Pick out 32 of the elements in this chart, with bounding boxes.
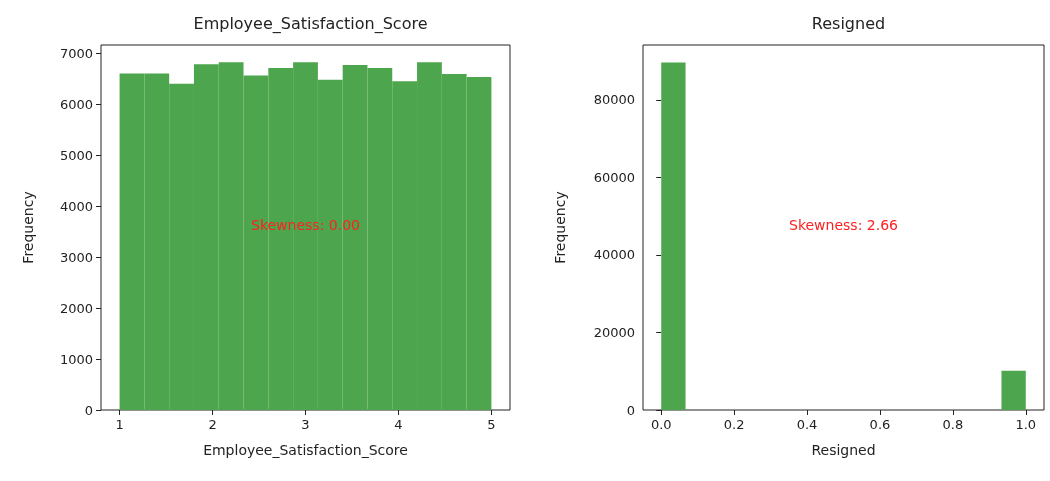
x-tick-label: 1	[115, 417, 124, 432]
annotation: Skewness: 0.00	[251, 216, 360, 233]
y-tick-label: 4000	[59, 198, 93, 214]
annotation: Skewness: 2.66	[789, 216, 899, 233]
x-tick-label: 5	[487, 417, 496, 432]
x-tick-label: 0.4	[796, 417, 818, 432]
x-tick-label: 0.6	[869, 417, 891, 432]
y-tick-label: 0	[626, 402, 635, 418]
y-tick-label: 40000	[593, 247, 635, 263]
y-tick-label: 20000	[593, 325, 635, 340]
x-tick-label: 3	[301, 417, 310, 432]
y-tick-label: 2000	[59, 300, 93, 316]
y-tick-label: 3000	[59, 249, 93, 265]
x-tick-label: 0.8	[942, 417, 964, 432]
y-axis-title: Frequency	[552, 191, 568, 264]
x-axis-title: Employee_Satisfaction_Score	[203, 442, 408, 458]
chart-title: Employee_Satisfaction_Score	[193, 13, 428, 34]
y-tick-label: 7000	[59, 45, 93, 61]
x-tick-label: 1.0	[1015, 417, 1037, 432]
x-axis-title: Resigned	[811, 442, 876, 458]
x-tick-label: 0.0	[650, 417, 672, 432]
x-tick-label: 2	[208, 417, 217, 432]
x-tick-label: 4	[394, 417, 403, 432]
y-tick-label: 0	[84, 402, 93, 418]
y-tick-label: 6000	[59, 96, 93, 112]
y-tick-label: 60000	[593, 169, 635, 185]
y-tick-label: 80000	[593, 92, 635, 108]
y-tick-label: 5000	[59, 147, 93, 163]
y-tick-label: 1000	[59, 351, 93, 367]
y-axis-title: Frequency	[20, 191, 36, 264]
chart-title: Resigned	[811, 13, 886, 33]
x-tick-label: 0.2	[723, 417, 745, 432]
